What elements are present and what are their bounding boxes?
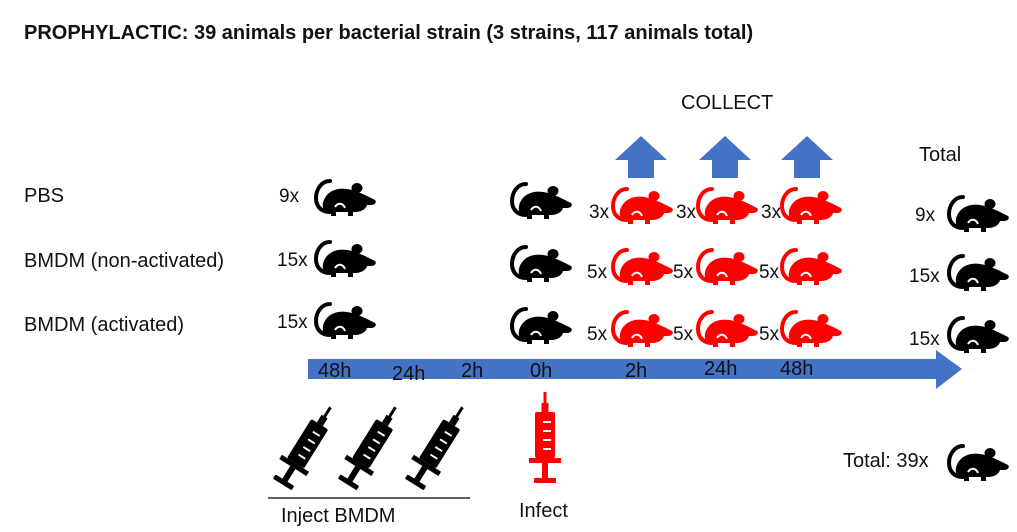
collect-count: 3x	[676, 202, 697, 223]
page-title: PROPHYLACTIC: 39 animals per bacterial s…	[24, 22, 754, 44]
timeline-tick: 2h	[625, 360, 647, 382]
syringe-icon	[332, 397, 411, 495]
collect-count: 5x	[673, 262, 694, 283]
timeline-tick: 24h	[704, 358, 737, 380]
up-arrow-icon	[699, 136, 751, 178]
mouse-icon	[780, 187, 844, 226]
grand-total: Total: 39x	[843, 450, 929, 472]
mouse-icon	[696, 310, 760, 349]
row-total: 15x	[909, 266, 940, 287]
mouse-icon	[611, 310, 675, 349]
mouse-icon	[510, 182, 574, 221]
collect-count: 5x	[759, 262, 780, 283]
mouse-icon	[947, 444, 1011, 483]
mouse-icon	[696, 187, 760, 226]
mouse-icon	[780, 310, 844, 349]
timeline-tick: 2h	[461, 360, 483, 382]
total-header: Total	[919, 144, 962, 166]
timeline-tick: 48h	[318, 360, 351, 382]
syringe-icon	[267, 397, 346, 495]
mouse-icon	[611, 248, 675, 287]
inject-label: Inject BMDM	[281, 505, 396, 527]
row-total: 15x	[909, 329, 940, 350]
timeline-tick: 48h	[780, 358, 813, 380]
timeline-tick: 24h	[392, 363, 425, 385]
mouse-icon	[780, 248, 844, 287]
collect-count: 5x	[673, 324, 694, 345]
mouse-icon	[947, 254, 1011, 293]
row-label-activated: BMDM (activated)	[24, 314, 185, 336]
row-label-non-activated: BMDM (non-activated)	[24, 250, 225, 272]
timeline-arrow	[308, 350, 962, 389]
mouse-icon	[314, 240, 378, 279]
collect-count: 5x	[759, 324, 780, 345]
collect-label: COLLECT	[681, 92, 774, 114]
collect-count: 3x	[761, 202, 782, 223]
collect-count: 3x	[589, 202, 610, 223]
syringe-icon	[527, 390, 563, 485]
mouse-icon	[510, 307, 574, 346]
row-total: 9x	[915, 205, 936, 226]
mouse-icon	[314, 179, 378, 218]
timeline-tick: 0h	[530, 360, 552, 382]
mouse-icon	[314, 302, 378, 341]
mouse-icon	[947, 195, 1011, 234]
pre-count: 15x	[277, 250, 308, 271]
mouse-icon	[611, 187, 675, 226]
infect-label: Infect	[519, 500, 568, 522]
mouse-icon	[947, 316, 1011, 355]
row-label-pbs: PBS	[24, 185, 65, 207]
pre-count: 15x	[277, 312, 308, 333]
collect-count: 5x	[587, 262, 608, 283]
up-arrow-icon	[615, 136, 667, 178]
mouse-icon	[510, 245, 574, 284]
syringe-icon	[399, 397, 478, 495]
pre-count: 9x	[279, 186, 300, 207]
mouse-icon	[696, 248, 760, 287]
up-arrow-icon	[781, 136, 833, 178]
collect-count: 5x	[587, 324, 608, 345]
